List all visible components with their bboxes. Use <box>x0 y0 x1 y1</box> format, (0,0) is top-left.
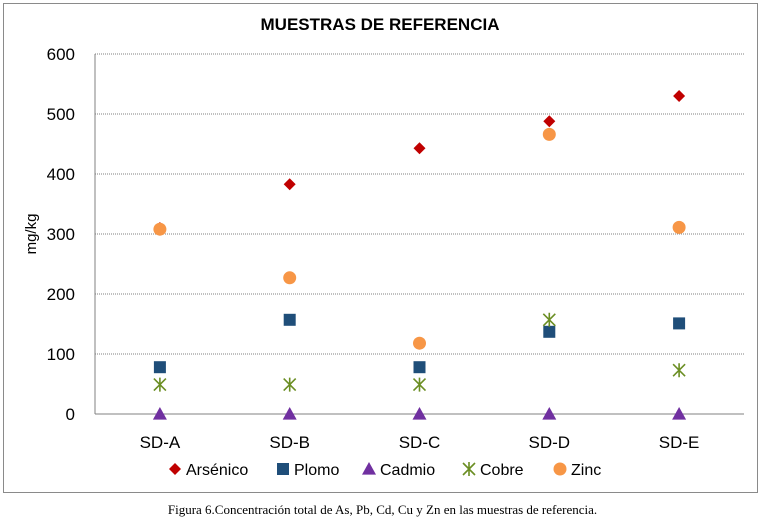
legend-marker <box>277 463 289 475</box>
series-asterisk <box>153 312 686 392</box>
data-point <box>542 127 556 141</box>
data-point <box>672 220 686 234</box>
legend-item: Arsénico <box>169 462 248 479</box>
data-point <box>412 377 427 392</box>
legend-marker <box>553 462 567 476</box>
data-point <box>543 325 556 338</box>
legend-item: Zinc <box>553 462 601 479</box>
x-tick-label: SD-B <box>269 433 310 452</box>
x-tick-label: SD-D <box>529 433 571 452</box>
chart-frame <box>3 3 758 493</box>
data-point <box>153 377 167 392</box>
data-point <box>673 317 686 330</box>
data-point <box>412 407 427 420</box>
legend-label: Zinc <box>571 462 601 479</box>
data-point <box>283 178 296 191</box>
data-point <box>673 90 686 102</box>
legend-marker <box>462 462 476 476</box>
data-point <box>413 336 426 350</box>
data-point <box>153 222 167 236</box>
legend: Arsénico Plomo Cadmio Cobre Zinc <box>169 462 601 479</box>
x-tick-label: SD-C <box>399 433 441 452</box>
legend-marker <box>169 463 181 475</box>
data-point <box>543 115 556 128</box>
x-tick-label: SD-E <box>659 433 700 452</box>
y-tick-label: 200 <box>47 285 75 304</box>
data-point <box>152 407 167 420</box>
series-circle <box>153 127 686 350</box>
series-diamond <box>153 90 686 234</box>
y-axis-label: mg/kg <box>23 214 40 255</box>
data-point <box>672 407 687 420</box>
data-point <box>283 377 297 392</box>
legend-item: Cadmio <box>362 462 435 479</box>
figure-caption: Figura 6.Concentración total de As, Pb, … <box>167 502 598 517</box>
y-tick-label: 100 <box>47 345 75 364</box>
x-tick-label: SD-A <box>140 433 181 452</box>
y-tick-label: 0 <box>66 405 75 424</box>
data-marks <box>152 90 687 420</box>
data-point <box>283 271 297 285</box>
legend-label: Arsénico <box>186 462 248 479</box>
y-tick-label: 600 <box>47 45 75 64</box>
legend-label: Cobre <box>480 462 524 479</box>
y-tick-label: 500 <box>47 105 75 124</box>
x-tick-labels: SD-A SD-B SD-C SD-D SD-E <box>140 433 700 452</box>
data-point <box>282 407 297 420</box>
chart-title: MUESTRAS DE REFERENCIA <box>261 15 500 34</box>
chart-canvas: MUESTRAS DE REFERENCIA mg/kg 0 100 200 300 4… <box>23 15 744 479</box>
data-point <box>542 312 556 327</box>
y-tick-label: 300 <box>47 225 75 244</box>
legend-label: Cadmio <box>380 462 435 479</box>
legend-item: Cobre <box>462 462 524 479</box>
legend-marker <box>362 462 376 475</box>
y-tick-label: 400 <box>47 165 75 184</box>
legend-label: Plomo <box>294 462 339 479</box>
legend-item: Plomo <box>277 462 339 479</box>
y-tick-labels: 0 100 200 300 400 500 600 <box>47 45 75 424</box>
data-point <box>153 361 166 374</box>
gridlines <box>94 53 744 415</box>
data-point <box>413 142 426 155</box>
data-point <box>413 361 426 374</box>
data-point <box>283 313 296 326</box>
series-triangle <box>152 407 687 420</box>
series-square <box>153 313 686 374</box>
data-point <box>672 363 686 378</box>
data-point <box>542 407 557 420</box>
